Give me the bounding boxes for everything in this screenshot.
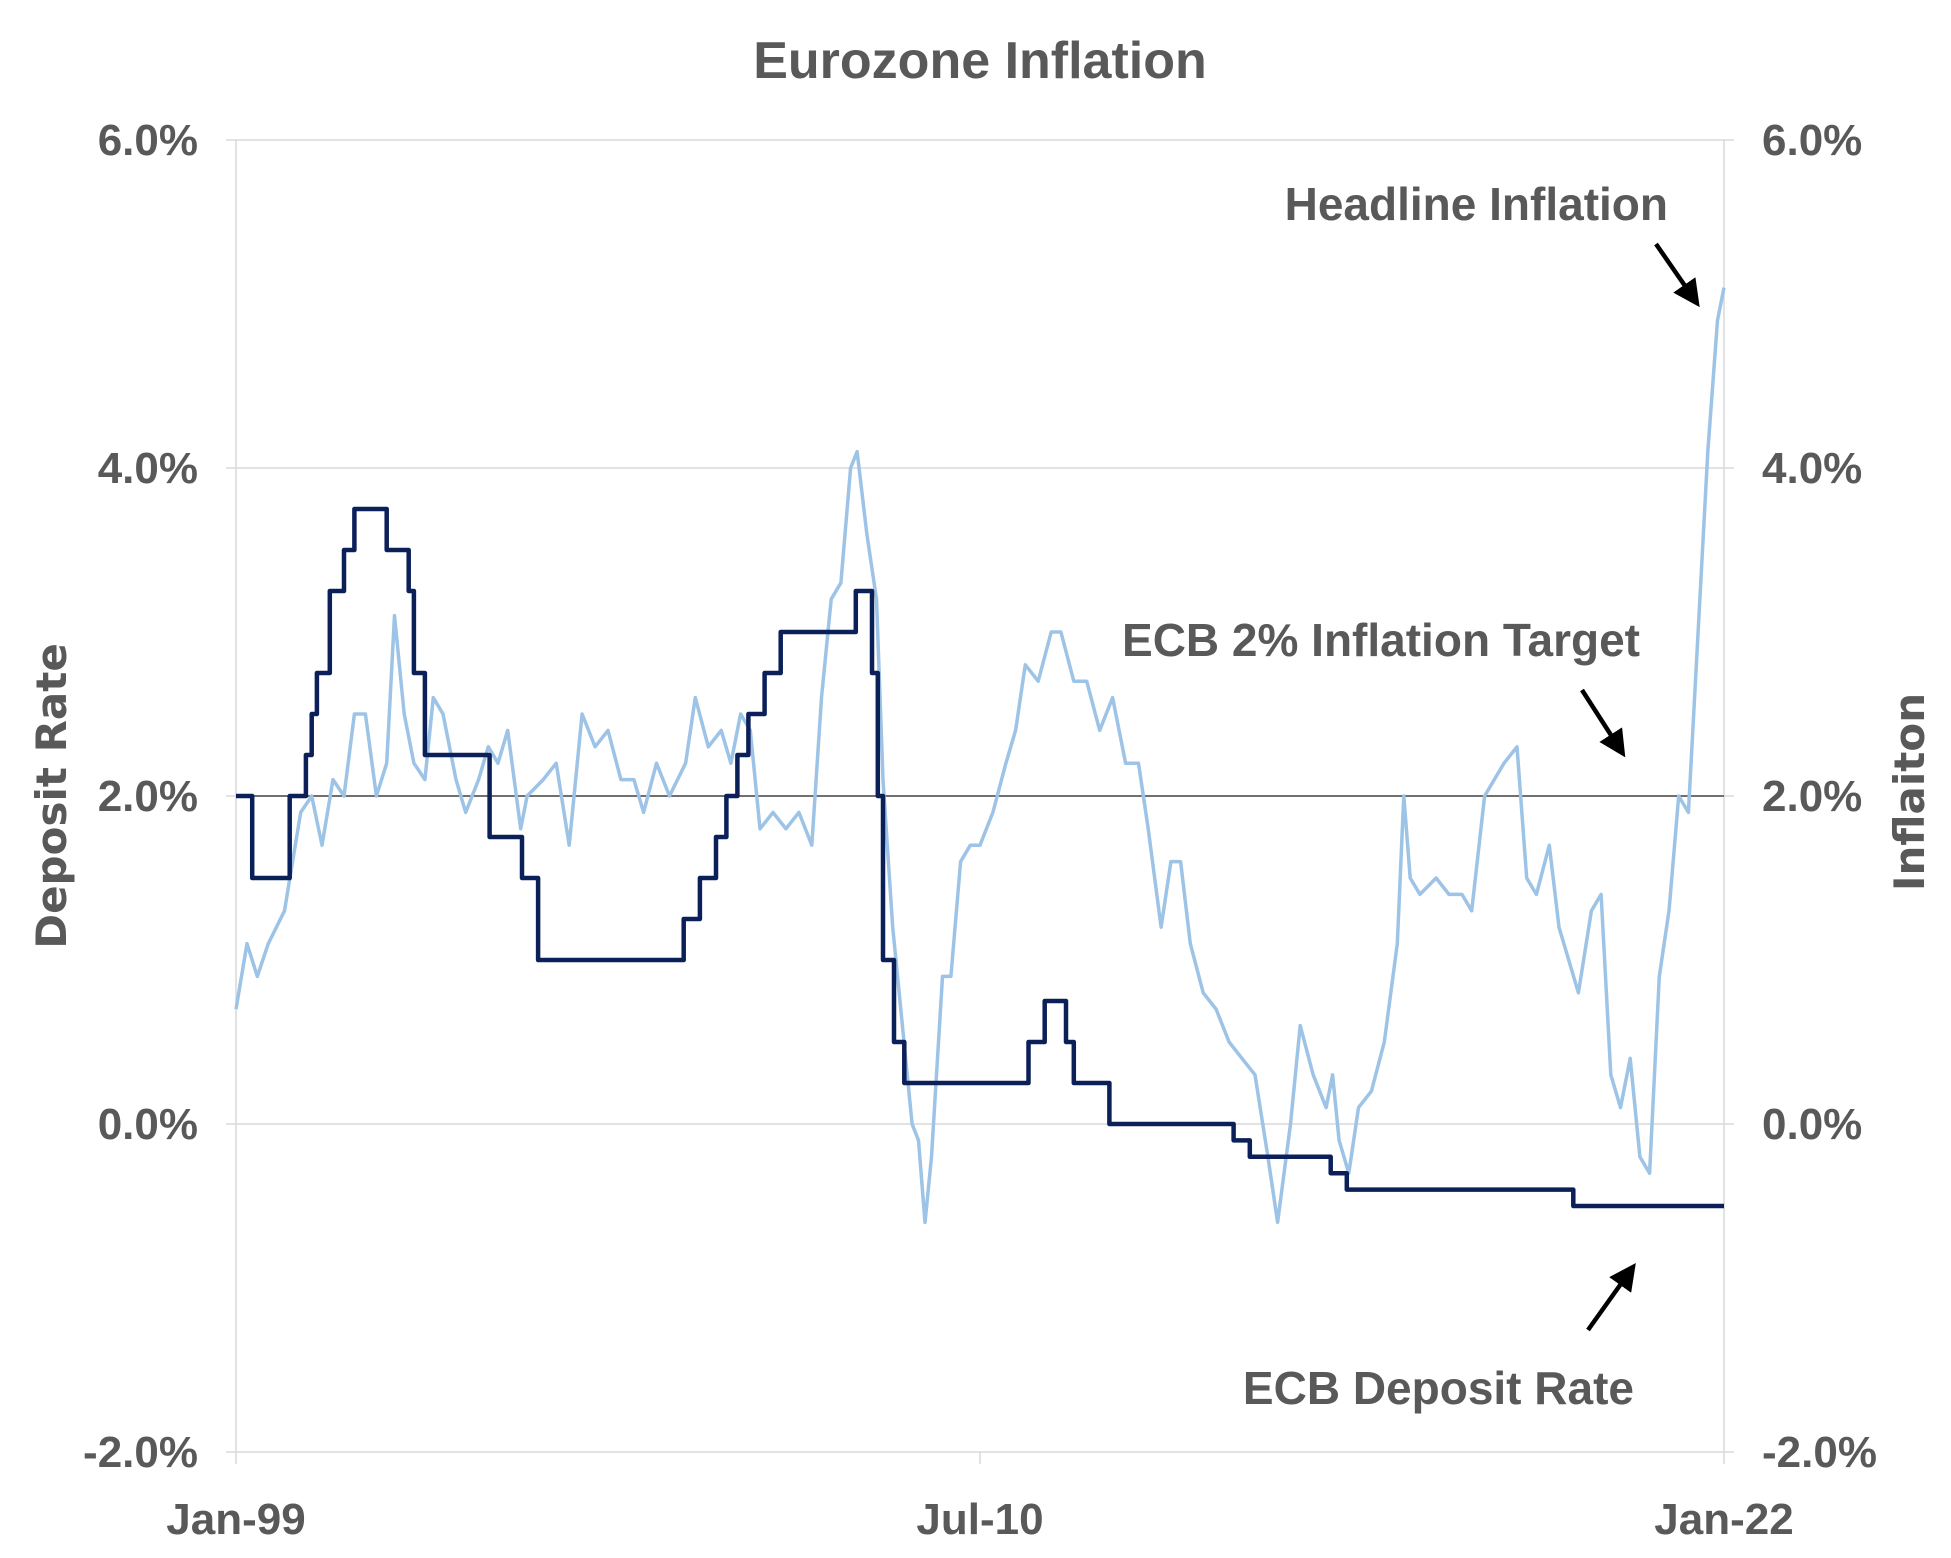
left-y-axis-tick-labels: -2.0% 0.0% 2.0% 4.0% 6.0%	[83, 116, 198, 1477]
x-axis-tick-labels: Jan-99 Jul-10 Jan-22	[166, 1495, 1793, 1544]
y-tick-label-left: 2.0%	[98, 772, 198, 821]
left-y-axis-title: Deposit Rate	[27, 643, 76, 949]
arrow-inflation-target	[1580, 688, 1626, 758]
y-tick-label-right: 2.0%	[1762, 772, 1862, 821]
y-tick-label-left: 6.0%	[98, 116, 198, 165]
ecb-deposit-rate-series-line	[236, 506, 1724, 1209]
x-tick-label: Jul-10	[916, 1495, 1043, 1544]
arrow-headline-inflation	[1654, 242, 1700, 308]
y-tick-label-right: -2.0%	[1762, 1428, 1877, 1477]
x-tick-label: Jan-22	[1654, 1495, 1793, 1544]
y-tick-label-right: 4.0%	[1762, 444, 1862, 493]
y-tick-label-right: 6.0%	[1762, 116, 1862, 165]
right-y-axis-title: Inflaiton	[1885, 693, 1934, 891]
annotation-deposit-rate: ECB Deposit Rate	[1243, 1362, 1634, 1414]
headline-inflation-series-line	[234, 287, 1726, 1225]
y-tick-label-left: -2.0%	[83, 1428, 198, 1477]
arrow-deposit-rate	[1586, 1263, 1636, 1332]
annotation-headline-inflation: Headline Inflation	[1285, 178, 1668, 230]
x-tick-label: Jan-99	[166, 1495, 305, 1544]
y-tick-label-left: 0.0%	[98, 1100, 198, 1149]
right-y-axis-tick-labels: -2.0% 0.0% 2.0% 4.0% 6.0%	[1762, 116, 1877, 1477]
y-tick-label-left: 4.0%	[98, 444, 198, 493]
annotation-inflation-target: ECB 2% Inflation Target	[1122, 614, 1640, 666]
chart-title: Eurozone Inflation	[753, 32, 1207, 90]
gridlines	[226, 139, 1734, 1464]
y-tick-label-right: 0.0%	[1762, 1100, 1862, 1149]
